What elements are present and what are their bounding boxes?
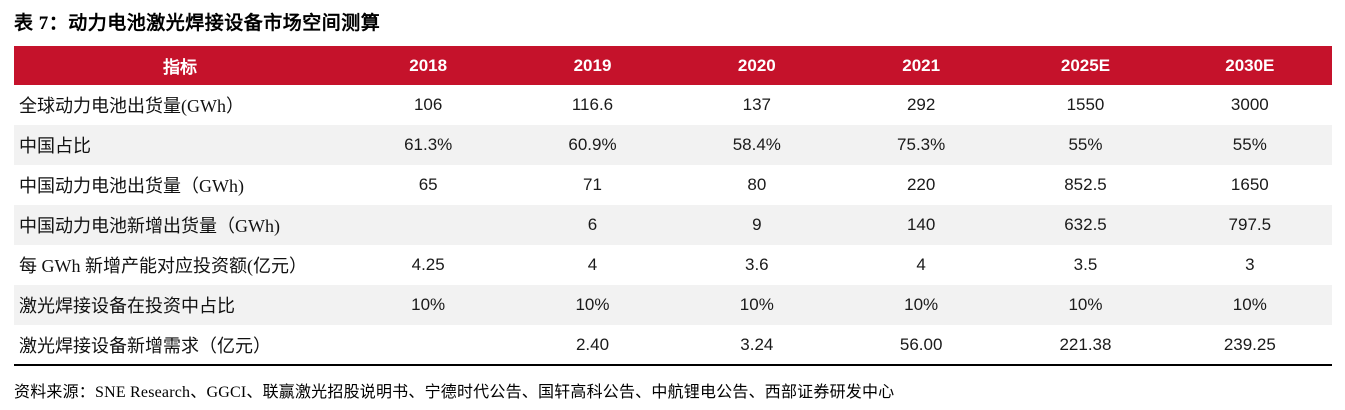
cell-value: 239.25 [1223, 334, 1276, 354]
column-header-2025e: 2025E [1003, 46, 1168, 85]
table-row: 中国动力电池出货量（GWh) 65 71 80 220 852.5 1650 [14, 165, 1332, 205]
market-estimate-table: 指标 2018 2019 2020 2021 2025E 2030E 全球动力电… [14, 46, 1332, 366]
cell-value: 10% [1068, 295, 1103, 314]
cell-value: 55% [1232, 135, 1267, 154]
table-header-row: 指标 2018 2019 2020 2021 2025E 2030E [14, 46, 1332, 85]
table-row: 每 GWh 新增产能对应投资额(亿元） 4.25 4 3.6 4 3.5 3 [14, 245, 1332, 285]
row-label: 激光焊接设备在投资中占比 [19, 296, 235, 316]
cell-value: 10% [1232, 295, 1267, 314]
cell-value: 10% [739, 295, 774, 314]
column-header-indicator: 指标 [14, 46, 346, 85]
cell-value: 56.00 [899, 334, 943, 354]
table-row: 激光焊接设备新增需求（亿元） 2.40 3.24 56.00 221.38 23… [14, 325, 1332, 365]
column-header-2018: 2018 [346, 46, 511, 85]
cell-value: 10% [411, 295, 446, 314]
cell-value: 1550 [1066, 95, 1105, 114]
cell-value: 3.5 [1073, 255, 1098, 274]
cell-value: 6 [587, 215, 598, 234]
table-row: 中国占比 61.3% 60.9% 58.4% 75.3% 55% 55% [14, 125, 1332, 165]
cell-value: 55% [1068, 135, 1103, 154]
column-header-2021: 2021 [838, 46, 1004, 85]
column-header-2020: 2020 [674, 46, 839, 85]
table-row: 激光焊接设备在投资中占比 10% 10% 10% 10% 10% 10% [14, 285, 1332, 325]
cell-value: 797.5 [1228, 215, 1272, 234]
cell-value [346, 325, 510, 365]
cell-value: 116.6 [571, 95, 614, 114]
cell-value: 137 [742, 95, 771, 114]
cell-value: 3.24 [740, 334, 774, 354]
row-label: 激光焊接设备新增需求（亿元） [19, 335, 271, 356]
cell-value: 106 [413, 95, 443, 114]
cell-value: 1650 [1230, 175, 1269, 194]
cell-value: 60.9% [568, 135, 617, 154]
cell-value [346, 205, 510, 245]
cell-value: 4.25 [411, 255, 445, 274]
cell-value: 4 [587, 255, 598, 274]
cell-value: 632.5 [1064, 215, 1107, 234]
table-row: 全球动力电池出货量(GWh） 106 116.6 137 292 1550 30… [14, 85, 1332, 125]
table-row: 中国动力电池新增出货量（GWh) 6 9 140 632.5 797.5 [14, 205, 1332, 245]
cell-value: 140 [906, 215, 936, 234]
row-label: 全球动力电池出货量(GWh） [19, 96, 244, 116]
cell-value: 221.38 [1059, 334, 1112, 354]
cell-value: 10% [904, 295, 939, 314]
cell-value: 3 [1245, 255, 1255, 274]
cell-value: 3000 [1230, 95, 1269, 114]
cell-value: 2.40 [575, 334, 610, 354]
row-label: 中国占比 [19, 136, 91, 156]
cell-value: 80 [747, 175, 767, 194]
cell-value: 61.3% [404, 135, 453, 154]
data-source: 资料来源：SNE Research、GGCI、联赢激光招股说明书、宁德时代公告、… [14, 384, 895, 401]
row-label: 每 GWh 新增产能对应投资额(亿元） [19, 256, 307, 276]
column-header-2030e: 2030E [1167, 46, 1332, 85]
row-label: 中国动力电池出货量（GWh) [19, 176, 244, 196]
cell-value: 58.4% [732, 135, 781, 154]
cell-value: 852.5 [1064, 175, 1107, 194]
cell-value: 10% [575, 295, 610, 314]
cell-value: 4 [916, 255, 926, 274]
cell-value: 65 [418, 175, 438, 194]
row-label: 中国动力电池新增出货量（GWh) [19, 216, 280, 236]
cell-value: 9 [752, 215, 762, 234]
column-header-2019: 2019 [510, 46, 675, 85]
cell-value: 75.3% [897, 135, 946, 154]
cell-value: 220 [906, 175, 936, 194]
table-title: 表 7：动力电池激光焊接设备市场空间测算 [14, 13, 381, 34]
cell-value: 3.6 [745, 255, 769, 274]
cell-value: 292 [906, 95, 936, 114]
cell-value: 71 [583, 175, 602, 194]
